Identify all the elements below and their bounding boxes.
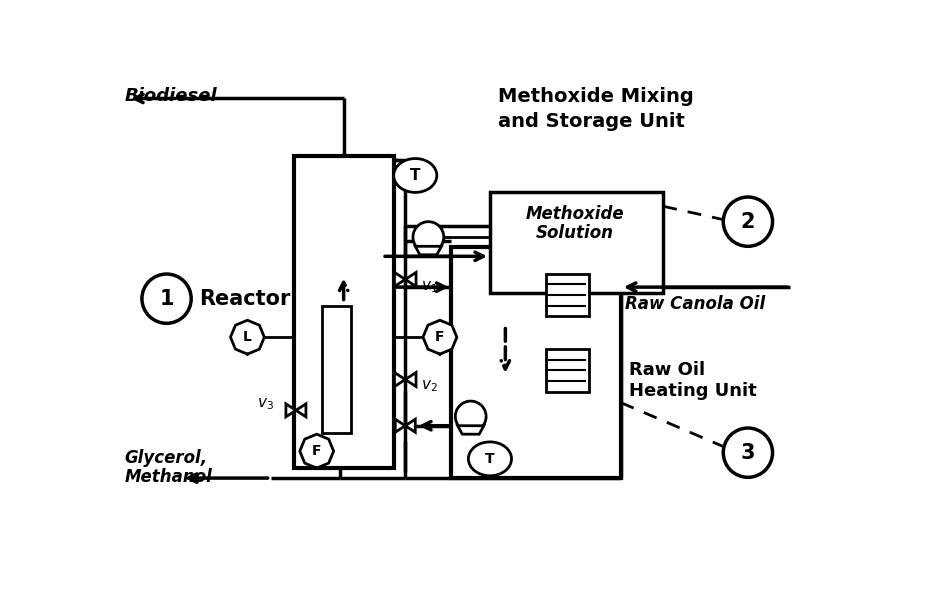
Polygon shape [230, 320, 264, 354]
Text: 1: 1 [160, 288, 174, 309]
Ellipse shape [394, 159, 437, 193]
Text: Glycerol,: Glycerol, [125, 449, 208, 467]
Text: Solution: Solution [535, 224, 614, 242]
Polygon shape [423, 320, 457, 354]
Text: $v_2$: $v_2$ [421, 378, 437, 393]
Circle shape [413, 222, 444, 253]
Text: 3: 3 [741, 443, 755, 462]
Bar [294, 156, 394, 468]
Polygon shape [395, 272, 405, 287]
Text: $v_1$: $v_1$ [421, 280, 437, 295]
Circle shape [455, 401, 486, 432]
Polygon shape [405, 419, 415, 432]
Bar [451, 247, 621, 478]
Circle shape [723, 197, 772, 246]
Text: Raw Canola Oil: Raw Canola Oil [625, 295, 765, 313]
Bar [547, 349, 588, 392]
Text: and Storage Unit: and Storage Unit [497, 111, 684, 131]
Text: Methoxide Mixing: Methoxide Mixing [497, 87, 694, 106]
Text: Reactor: Reactor [199, 288, 290, 309]
Circle shape [723, 428, 772, 477]
Bar [547, 274, 588, 316]
Polygon shape [295, 404, 306, 417]
Text: F: F [435, 330, 445, 344]
Text: T: T [485, 452, 495, 466]
Text: 2: 2 [741, 212, 755, 232]
Ellipse shape [468, 442, 512, 476]
Polygon shape [405, 272, 416, 287]
Text: Biodiesel: Biodiesel [125, 87, 217, 105]
Text: Heating Unit: Heating Unit [629, 382, 756, 400]
Polygon shape [458, 426, 483, 434]
Text: Raw Oil: Raw Oil [629, 361, 704, 379]
Text: L: L [243, 330, 252, 344]
Polygon shape [300, 434, 333, 468]
Polygon shape [405, 372, 416, 387]
Text: T: T [410, 168, 420, 183]
Polygon shape [396, 419, 405, 432]
Text: F: F [312, 444, 322, 458]
Polygon shape [415, 246, 442, 254]
Bar [490, 193, 664, 293]
Text: Methoxide: Methoxide [526, 205, 624, 223]
Polygon shape [395, 372, 405, 387]
Text: Methanol: Methanol [125, 468, 212, 486]
Text: $v_3$: $v_3$ [258, 396, 275, 412]
Circle shape [142, 274, 192, 323]
Bar [322, 306, 351, 433]
Polygon shape [286, 404, 295, 417]
